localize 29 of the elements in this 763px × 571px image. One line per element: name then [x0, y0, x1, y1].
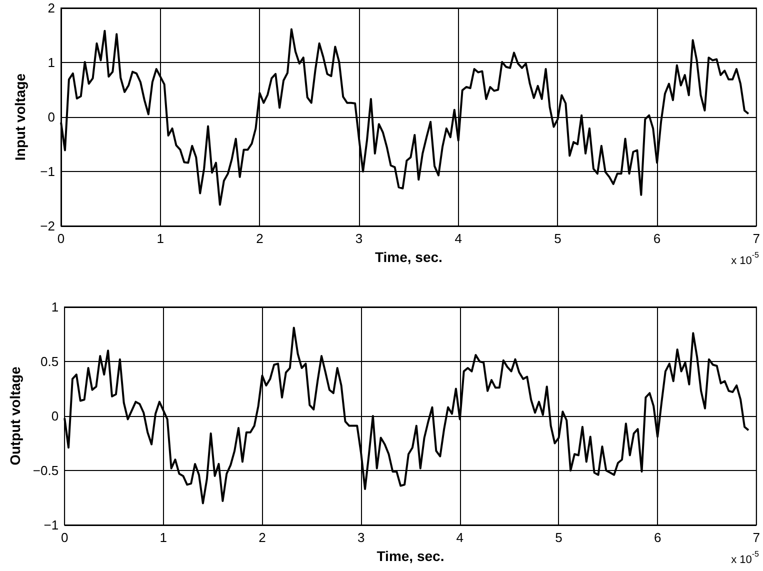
x-axis-title: Time, sec.: [374, 249, 442, 265]
y-axis-title: Input voltage: [12, 73, 28, 161]
x-axis-title: Time, sec.: [376, 548, 444, 564]
y-tick-label: 2: [48, 0, 55, 16]
x-tick-label: 1: [160, 530, 168, 545]
x-tick-label: 6: [654, 530, 662, 545]
y-tick-label: 0.5: [40, 354, 59, 369]
y-tick-label: 1: [48, 55, 55, 70]
x-tick-label: 4: [454, 231, 462, 246]
x-tick-label: 6: [653, 231, 661, 246]
y-tick-label: −0.5: [32, 463, 59, 478]
y-tick-label: 1: [51, 300, 59, 314]
y-tick-label: −1: [40, 164, 55, 179]
y-tick-label: 0: [51, 408, 59, 424]
x-tick-label: 7: [752, 530, 760, 545]
y-axis-title: Output voltage: [7, 366, 23, 466]
x-tick-label: 7: [752, 231, 760, 246]
y-tick-label: −2: [40, 218, 55, 234]
x-tick-label: 0: [60, 530, 68, 545]
y-tick-label: 0: [48, 110, 55, 124]
y-tick-label: −1: [44, 518, 59, 532]
x-tick-label: 4: [456, 530, 464, 545]
x-tick-label: 2: [258, 530, 266, 545]
x-tick-label: 3: [357, 530, 365, 545]
x-tick-label: 2: [256, 231, 264, 246]
x-tick-label: 5: [555, 530, 562, 545]
x-tick-label: 1: [156, 231, 164, 246]
x-tick-label: 3: [355, 231, 363, 246]
x-tick-label: 5: [554, 231, 562, 246]
